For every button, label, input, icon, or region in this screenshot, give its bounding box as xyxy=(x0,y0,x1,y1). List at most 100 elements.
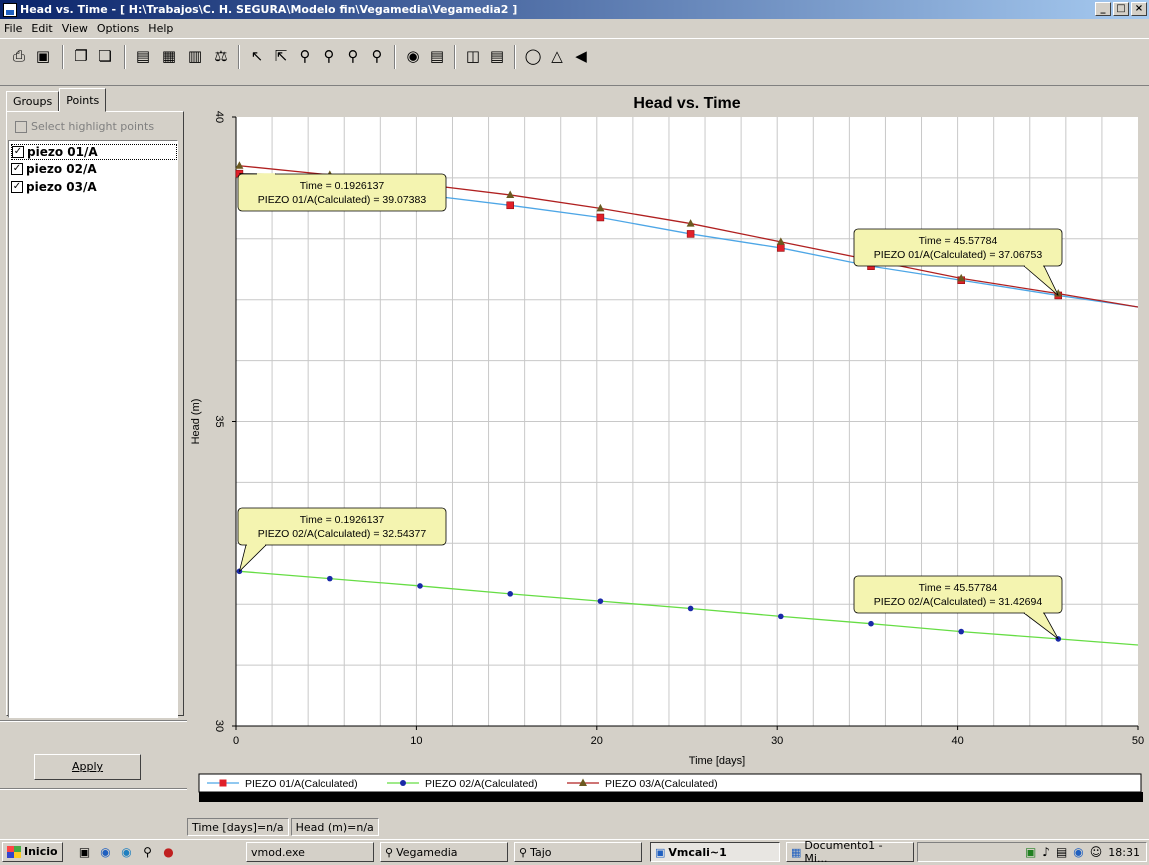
zoom-prev-icon[interactable]: ⚲ xyxy=(366,45,388,67)
zoom-window-icon[interactable]: ⚲ xyxy=(318,45,340,67)
start-button[interactable]: Inicio xyxy=(2,842,63,862)
close-button[interactable]: × xyxy=(1131,2,1147,16)
callout-time-label: Time = 0.1926137 xyxy=(300,180,385,192)
task-vegamedia[interactable]: ⚲ Vegamedia xyxy=(380,842,508,862)
callout-value-label: PIEZO 02/A(Calculated) = 32.54377 xyxy=(258,528,427,540)
panel-tabs: Groups Points xyxy=(6,88,106,112)
highlight-points-row[interactable]: Select highlight points xyxy=(15,120,154,133)
callout-time-label: Time = 45.57784 xyxy=(919,235,998,247)
x-tick-label: 30 xyxy=(771,735,783,747)
task-vmcali[interactable]: ▣ Vmcali~1 xyxy=(650,842,780,862)
highlight-checkbox[interactable] xyxy=(15,121,27,133)
antivirus-icon[interactable]: ◉ xyxy=(1073,845,1083,859)
legend-label: PIEZO 02/A(Calculated) xyxy=(425,778,538,790)
chart-icon[interactable]: ▤ xyxy=(132,45,154,67)
series-1-point xyxy=(507,202,514,209)
points-list: ✓ piezo 01/A ✓ piezo 02/A ✓ piezo 03/A xyxy=(8,140,178,718)
apply-button[interactable]: Apply xyxy=(34,754,141,780)
scale-icon[interactable]: ⚖ xyxy=(210,45,232,67)
tray-app-icon[interactable]: ▣ xyxy=(1025,845,1036,859)
list-item[interactable]: ✓ piezo 02/A xyxy=(11,162,97,176)
record-icon[interactable]: ● xyxy=(161,844,177,860)
zoom-out-icon[interactable]: ⚲ xyxy=(342,45,364,67)
menu-options[interactable]: Options xyxy=(97,22,139,35)
window-titlebar[interactable]: Head vs. Time - [ H:\Trabajos\C. H. SEGU… xyxy=(0,0,1149,19)
menu-file[interactable]: File xyxy=(4,22,22,35)
series-2-point xyxy=(958,629,964,635)
chart-legend: PIEZO 01/A(Calculated)PIEZO 02/A(Calcula… xyxy=(187,774,1149,804)
legend-marker-circle xyxy=(400,780,406,786)
point-label: piezo 01/A xyxy=(27,145,98,159)
tab-groups[interactable]: Groups xyxy=(6,91,59,112)
list-item[interactable]: ✓ piezo 03/A xyxy=(11,180,97,194)
task-label: Documento1 - Mi... xyxy=(804,839,909,865)
status-bar: Time [days]=n/a Head (m)=n/a xyxy=(187,817,1149,837)
paste-icon[interactable]: ❏ xyxy=(94,45,116,67)
legend-shadow xyxy=(199,792,1143,802)
toolbar-separator xyxy=(62,45,64,69)
pointer-icon[interactable]: ↖ xyxy=(246,45,268,67)
save-icon[interactable]: ▣ xyxy=(32,45,54,67)
toolbar-separator xyxy=(124,45,126,69)
word-icon: ▦ xyxy=(791,846,801,859)
point-label: piezo 03/A xyxy=(26,180,97,194)
checkbox-piezo-03[interactable]: ✓ xyxy=(11,181,23,193)
x-tick-label: 0 xyxy=(233,735,239,747)
list-item[interactable]: ✓ piezo 01/A xyxy=(11,144,177,160)
panel-divider xyxy=(0,720,187,722)
x-axis-label: Time [days] xyxy=(689,755,745,767)
volume-icon[interactable]: ♪ xyxy=(1042,845,1050,859)
system-tray: ▣ ♪ ▤ ◉ ☺ 18:31 xyxy=(917,842,1147,862)
bar-chart-icon[interactable]: ▦ xyxy=(158,45,180,67)
checkbox-piezo-01[interactable]: ✓ xyxy=(12,146,24,158)
binoculars-icon[interactable]: ◯ xyxy=(522,45,544,67)
area-chart-icon[interactable]: ▥ xyxy=(184,45,206,67)
menu-view[interactable]: View xyxy=(62,22,88,35)
callout-value-label: PIEZO 02/A(Calculated) = 31.42694 xyxy=(874,596,1043,608)
network-icon[interactable]: ▤ xyxy=(1056,845,1067,859)
y-tick-label: 30 xyxy=(213,720,225,732)
zoom-in-icon[interactable]: ⚲ xyxy=(294,45,316,67)
toolbar-separator xyxy=(454,45,456,69)
task-label: Tajo xyxy=(530,846,551,859)
browser-icon[interactable]: ◉ xyxy=(98,844,114,860)
print-icon[interactable]: ⎙ xyxy=(8,45,30,67)
task-documento[interactable]: ▦ Documento1 - Mi... xyxy=(786,842,914,862)
properties-icon[interactable]: ▤ xyxy=(426,45,448,67)
series-2-point xyxy=(868,621,874,627)
menu-edit[interactable]: Edit xyxy=(31,22,52,35)
folder-icon: ⚲ xyxy=(385,846,393,859)
legend-label: PIEZO 03/A(Calculated) xyxy=(605,778,718,790)
callout-value-label: PIEZO 01/A(Calculated) = 39.07383 xyxy=(258,194,427,206)
tab-points[interactable]: Points xyxy=(59,88,106,112)
status-head: Head (m)=n/a xyxy=(291,818,379,836)
rows-icon[interactable]: ▤ xyxy=(486,45,508,67)
legend-icon[interactable]: ◉ xyxy=(402,45,424,67)
app-icon xyxy=(3,3,17,17)
folder-icon: ⚲ xyxy=(519,846,527,859)
window-title: Head vs. Time - [ H:\Trabajos\C. H. SEGU… xyxy=(20,3,517,16)
search-icon[interactable]: ⚲ xyxy=(140,844,156,860)
series-2-point xyxy=(417,583,423,589)
desktop-icon[interactable]: ▣ xyxy=(77,844,93,860)
messenger-icon[interactable]: ☺ xyxy=(1090,845,1103,859)
chart-title: Head vs. Time xyxy=(633,95,740,112)
task-vmod[interactable]: vmod.exe xyxy=(246,842,374,862)
columns-icon[interactable]: ◫ xyxy=(462,45,484,67)
x-tick-label: 20 xyxy=(591,735,603,747)
media-icon[interactable]: ◉ xyxy=(119,844,135,860)
x-tick-label: 40 xyxy=(951,735,963,747)
task-tajo[interactable]: ⚲ Tajo xyxy=(514,842,642,862)
checkbox-piezo-02[interactable]: ✓ xyxy=(11,163,23,175)
copy-icon[interactable]: ❐ xyxy=(70,45,92,67)
network-icon[interactable]: △ xyxy=(546,45,568,67)
select-icon[interactable]: ⇱ xyxy=(270,45,292,67)
points-panel: Groups Points Select highlight points ✓ … xyxy=(0,88,187,816)
menu-help[interactable]: Help xyxy=(148,22,173,35)
series-2-point xyxy=(598,598,604,604)
export-icon[interactable]: ◀ xyxy=(570,45,592,67)
minimize-button[interactable]: _ xyxy=(1095,2,1111,16)
maximize-button[interactable]: □ xyxy=(1113,2,1129,16)
